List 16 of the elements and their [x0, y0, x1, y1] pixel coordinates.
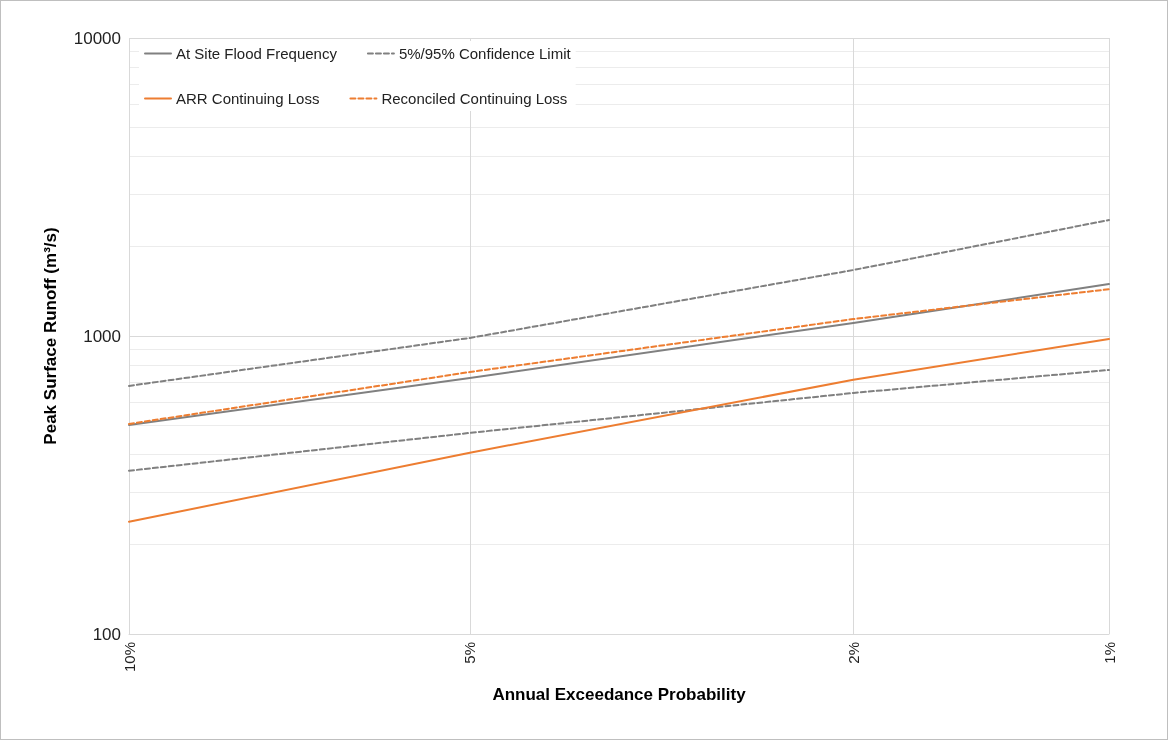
y-axis-title: Peak Surface Runoff (m³/s)	[41, 227, 60, 445]
y-tick-label: 100	[92, 624, 121, 644]
x-tick-label: 2%	[844, 642, 862, 664]
x-axis-title: Annual Exceedance Probability	[492, 685, 747, 704]
y-tick-label: 10000	[73, 28, 121, 48]
x-tick-label: 10%	[120, 642, 138, 673]
line-series	[128, 219, 1110, 387]
line-series	[128, 338, 1110, 523]
line-series	[128, 368, 1110, 472]
legend-label: At Site Flood Frequency	[176, 45, 338, 62]
legend-label: ARR Continuing Loss	[176, 90, 320, 107]
legend-label: 5%/95% Confidence Limit	[398, 45, 572, 62]
legend-label: Reconciled Continuing Loss	[381, 90, 568, 107]
x-tick-label: 1%	[1100, 642, 1118, 664]
x-tick-label: 5%	[461, 642, 479, 664]
y-tick-label: 1000	[83, 326, 121, 346]
